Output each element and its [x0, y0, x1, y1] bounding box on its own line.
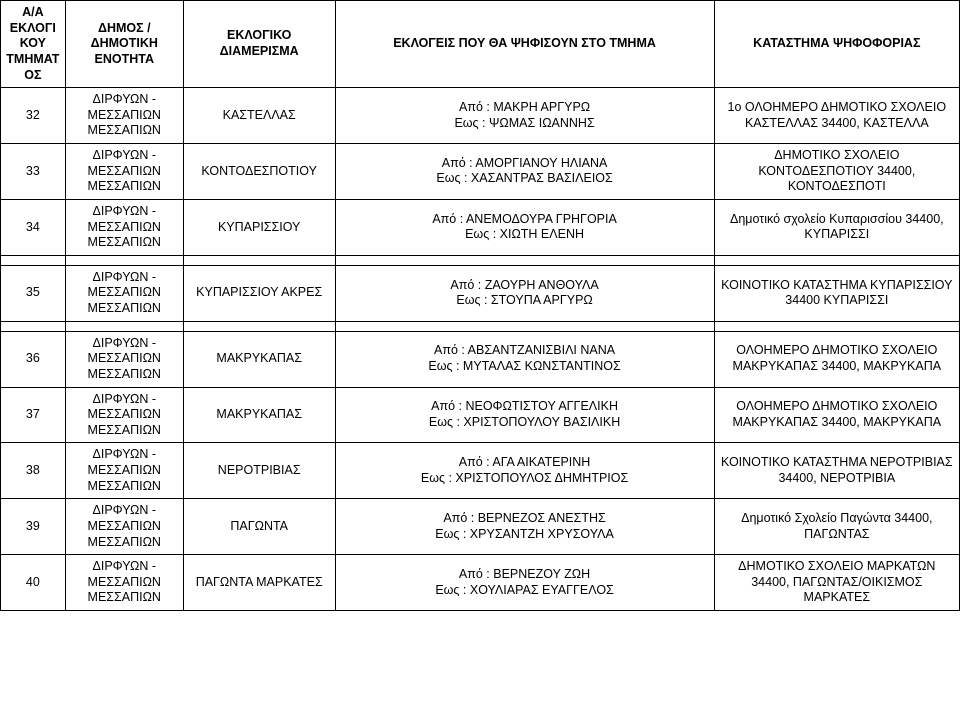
cell-district: ΠΑΓΩΝΤΑ ΜΑΡΚΑΤΕΣ [183, 555, 335, 611]
voters-to: Εως : ΣΤΟΥΠΑ ΑΡΓΥΡΩ [341, 293, 709, 309]
header-loc: ΚΑΤΑΣΤΗΜΑ ΨΗΦΟΦΟΡΙΑΣ [714, 1, 959, 88]
table-row: 33ΔΙΡΦΥΩΝ - ΜΕΣΣΑΠΙΩΝ ΜΕΣΣΑΠΙΩΝΚΟΝΤΟΔΕΣΠ… [1, 144, 960, 200]
voters-from: Από : ΝΕΟΦΩΤΙΣΤΟΥ ΑΓΓΕΛΙΚΗ [341, 399, 709, 415]
table-row: 36ΔΙΡΦΥΩΝ - ΜΕΣΣΑΠΙΩΝ ΜΕΣΣΑΠΙΩΝΜΑΚΡΥΚΑΠΑ… [1, 331, 960, 387]
voters-from: Από : ΑΜΟΡΓΙΑΝΟΥ ΗΛΙΑΝΑ [341, 156, 709, 172]
spacer-row [1, 255, 960, 265]
cell-voters-range: Από : ΑΜΟΡΓΙΑΝΟΥ ΗΛΙΑΝΑΕως : ΧΑΣΑΝΤΡΑΣ Β… [335, 144, 714, 200]
voters-to: Εως : ΧΑΣΑΝΤΡΑΣ ΒΑΣΙΛΕΙΟΣ [341, 171, 709, 187]
cell-voters-range: Από : ΖΑΟΥΡΗ ΑΝΘΟΥΛΑΕως : ΣΤΟΥΠΑ ΑΡΓΥΡΩ [335, 265, 714, 321]
cell-municipality: ΔΙΡΦΥΩΝ - ΜΕΣΣΑΠΙΩΝ ΜΕΣΣΑΠΙΩΝ [65, 387, 183, 443]
table-row: 37ΔΙΡΦΥΩΝ - ΜΕΣΣΑΠΙΩΝ ΜΕΣΣΑΠΙΩΝΜΑΚΡΥΚΑΠΑ… [1, 387, 960, 443]
cell-municipality: ΔΙΡΦΥΩΝ - ΜΕΣΣΑΠΙΩΝ ΜΕΣΣΑΠΙΩΝ [65, 88, 183, 144]
voters-from: Από : ΜΑΚΡΗ ΑΡΓΥΡΩ [341, 100, 709, 116]
cell-location: ΚΟΙΝΟΤΙΚΟ ΚΑΤΑΣΤΗΜΑ ΝΕΡΟΤΡΙΒΙΑΣ 34400, Ν… [714, 443, 959, 499]
voters-to: Εως : ΧΡΙΣΤΟΠΟΥΛΟΣ ΔΗΜΗΤΡΙΟΣ [341, 471, 709, 487]
table-row: 39ΔΙΡΦΥΩΝ - ΜΕΣΣΑΠΙΩΝ ΜΕΣΣΑΠΙΩΝΠΑΓΩΝΤΑΑπ… [1, 499, 960, 555]
cell-location: Δημοτικό Σχολείο Παγώντα 34400, ΠΑΓΩΝΤΑΣ [714, 499, 959, 555]
voters-from: Από : ΒΕΡΝΕΖΟΣ ΑΝΕΣΤΗΣ [341, 511, 709, 527]
cell-municipality: ΔΙΡΦΥΩΝ - ΜΕΣΣΑΠΙΩΝ ΜΕΣΣΑΠΙΩΝ [65, 555, 183, 611]
table-row: 32ΔΙΡΦΥΩΝ - ΜΕΣΣΑΠΙΩΝ ΜΕΣΣΑΠΙΩΝΚΑΣΤΕΛΛΑΣ… [1, 88, 960, 144]
cell-district: ΠΑΓΩΝΤΑ [183, 499, 335, 555]
cell-district: ΜΑΚΡΥΚΑΠΑΣ [183, 387, 335, 443]
table-header: Α/Α ΕΚΛΟΓΙΚΟΥ ΤΜΗΜΑΤΟΣ ΔΗΜΟΣ / ΔΗΜΟΤΙΚΗ … [1, 1, 960, 88]
cell-aa: 34 [1, 199, 66, 255]
header-vot: ΕΚΛΟΓΕΙΣ ΠΟΥ ΘΑ ΨΗΦΙΣΟΥΝ ΣΤΟ ΤΜΗΜΑ [335, 1, 714, 88]
cell-district: ΚΥΠΑΡΙΣΣΙΟΥ [183, 199, 335, 255]
cell-municipality: ΔΙΡΦΥΩΝ - ΜΕΣΣΑΠΙΩΝ ΜΕΣΣΑΠΙΩΝ [65, 499, 183, 555]
header-dist: ΕΚΛΟΓΙΚΟ ΔΙΑΜΕΡΙΣΜΑ [183, 1, 335, 88]
cell-district: ΜΑΚΡΥΚΑΠΑΣ [183, 331, 335, 387]
cell-voters-range: Από : ΒΕΡΝΕΖΟΥ ΖΩΗΕως : ΧΟΥΛΙΑΡΑΣ ΕΥΑΓΓΕ… [335, 555, 714, 611]
voters-to: Εως : ΧΡΥΣΑΝΤΖΗ ΧΡΥΣΟΥΛΑ [341, 527, 709, 543]
cell-aa: 32 [1, 88, 66, 144]
cell-municipality: ΔΙΡΦΥΩΝ - ΜΕΣΣΑΠΙΩΝ ΜΕΣΣΑΠΙΩΝ [65, 331, 183, 387]
voters-to: Εως : ΨΩΜΑΣ ΙΩΑΝΝΗΣ [341, 116, 709, 132]
cell-voters-range: Από : ΝΕΟΦΩΤΙΣΤΟΥ ΑΓΓΕΛΙΚΗΕως : ΧΡΙΣΤΟΠΟ… [335, 387, 714, 443]
spacer-row [1, 321, 960, 331]
cell-voters-range: Από : ΑΝΕΜΟΔΟΥΡΑ ΓΡΗΓΟΡΙΑΕως : ΧΙΩΤΗ ΕΛΕ… [335, 199, 714, 255]
voters-to: Εως : ΧΙΩΤΗ ΕΛΕΝΗ [341, 227, 709, 243]
cell-location: Δημοτικό σχολείο Κυπαρισσίου 34400, ΚΥΠΑ… [714, 199, 959, 255]
cell-district: ΚΑΣΤΕΛΛΑΣ [183, 88, 335, 144]
voting-sections-table: Α/Α ΕΚΛΟΓΙΚΟΥ ΤΜΗΜΑΤΟΣ ΔΗΜΟΣ / ΔΗΜΟΤΙΚΗ … [0, 0, 960, 611]
voters-from: Από : ΑΝΕΜΟΔΟΥΡΑ ΓΡΗΓΟΡΙΑ [341, 212, 709, 228]
table-row: 34ΔΙΡΦΥΩΝ - ΜΕΣΣΑΠΙΩΝ ΜΕΣΣΑΠΙΩΝΚΥΠΑΡΙΣΣΙ… [1, 199, 960, 255]
cell-voters-range: Από : ΒΕΡΝΕΖΟΣ ΑΝΕΣΤΗΣΕως : ΧΡΥΣΑΝΤΖΗ ΧΡ… [335, 499, 714, 555]
cell-location: ΔΗΜΟΤΙΚΟ ΣΧΟΛΕΙΟ ΚΟΝΤΟΔΕΣΠΟΤΙΟΥ 34400, Κ… [714, 144, 959, 200]
cell-aa: 33 [1, 144, 66, 200]
cell-district: ΚΥΠΑΡΙΣΣΙΟΥ ΑΚΡΕΣ [183, 265, 335, 321]
cell-location: ΟΛΟΗΜΕΡΟ ΔΗΜΟΤΙΚΟ ΣΧΟΛΕΙΟ ΜΑΚΡΥΚΑΠΑΣ 344… [714, 387, 959, 443]
table-row: 35ΔΙΡΦΥΩΝ - ΜΕΣΣΑΠΙΩΝ ΜΕΣΣΑΠΙΩΝΚΥΠΑΡΙΣΣΙ… [1, 265, 960, 321]
cell-aa: 40 [1, 555, 66, 611]
cell-district: ΝΕΡΟΤΡΙΒΙΑΣ [183, 443, 335, 499]
cell-aa: 39 [1, 499, 66, 555]
cell-municipality: ΔΙΡΦΥΩΝ - ΜΕΣΣΑΠΙΩΝ ΜΕΣΣΑΠΙΩΝ [65, 199, 183, 255]
voters-from: Από : ΒΕΡΝΕΖΟΥ ΖΩΗ [341, 567, 709, 583]
cell-location: ΟΛΟΗΜΕΡΟ ΔΗΜΟΤΙΚΟ ΣΧΟΛΕΙΟ ΜΑΚΡΥΚΑΠΑΣ 344… [714, 331, 959, 387]
cell-voters-range: Από : ΜΑΚΡΗ ΑΡΓΥΡΩΕως : ΨΩΜΑΣ ΙΩΑΝΝΗΣ [335, 88, 714, 144]
cell-aa: 37 [1, 387, 66, 443]
cell-municipality: ΔΙΡΦΥΩΝ - ΜΕΣΣΑΠΙΩΝ ΜΕΣΣΑΠΙΩΝ [65, 443, 183, 499]
voters-from: Από : ΖΑΟΥΡΗ ΑΝΘΟΥΛΑ [341, 278, 709, 294]
cell-aa: 38 [1, 443, 66, 499]
cell-voters-range: Από : ΑΓΑ ΑΙΚΑΤΕΡΙΝΗΕως : ΧΡΙΣΤΟΠΟΥΛΟΣ Δ… [335, 443, 714, 499]
voters-from: Από : ΑΓΑ ΑΙΚΑΤΕΡΙΝΗ [341, 455, 709, 471]
cell-aa: 35 [1, 265, 66, 321]
header-muni: ΔΗΜΟΣ / ΔΗΜΟΤΙΚΗ ΕΝΟΤΗΤΑ [65, 1, 183, 88]
cell-district: ΚΟΝΤΟΔΕΣΠΟΤΙΟΥ [183, 144, 335, 200]
table-body: 32ΔΙΡΦΥΩΝ - ΜΕΣΣΑΠΙΩΝ ΜΕΣΣΑΠΙΩΝΚΑΣΤΕΛΛΑΣ… [1, 88, 960, 611]
voters-to: Εως : ΧΟΥΛΙΑΡΑΣ ΕΥΑΓΓΕΛΟΣ [341, 583, 709, 599]
cell-municipality: ΔΙΡΦΥΩΝ - ΜΕΣΣΑΠΙΩΝ ΜΕΣΣΑΠΙΩΝ [65, 265, 183, 321]
cell-municipality: ΔΙΡΦΥΩΝ - ΜΕΣΣΑΠΙΩΝ ΜΕΣΣΑΠΙΩΝ [65, 144, 183, 200]
cell-voters-range: Από : ΑΒΣΑΝΤΖΑΝΙΣΒΙΛΙ ΝΑΝΑΕως : ΜΥΤΑΛΑΣ … [335, 331, 714, 387]
voters-from: Από : ΑΒΣΑΝΤΖΑΝΙΣΒΙΛΙ ΝΑΝΑ [341, 343, 709, 359]
voters-to: Εως : ΜΥΤΑΛΑΣ ΚΩΝΣΤΑΝΤΙΝΟΣ [341, 359, 709, 375]
table-row: 40ΔΙΡΦΥΩΝ - ΜΕΣΣΑΠΙΩΝ ΜΕΣΣΑΠΙΩΝΠΑΓΩΝΤΑ Μ… [1, 555, 960, 611]
voters-to: Εως : ΧΡΙΣΤΟΠΟΥΛΟΥ ΒΑΣΙΛΙΚΗ [341, 415, 709, 431]
cell-location: ΔΗΜΟΤΙΚΟ ΣΧΟΛΕΙΟ ΜΑΡΚΑΤΩΝ 34400, ΠΑΓΩΝΤΑ… [714, 555, 959, 611]
cell-location: 1ο ΟΛΟΗΜΕΡΟ ΔΗΜΟΤΙΚΟ ΣΧΟΛΕΙΟ ΚΑΣΤΕΛΛΑΣ 3… [714, 88, 959, 144]
cell-aa: 36 [1, 331, 66, 387]
header-aa: Α/Α ΕΚΛΟΓΙΚΟΥ ΤΜΗΜΑΤΟΣ [1, 1, 66, 88]
table-row: 38ΔΙΡΦΥΩΝ - ΜΕΣΣΑΠΙΩΝ ΜΕΣΣΑΠΙΩΝΝΕΡΟΤΡΙΒΙ… [1, 443, 960, 499]
cell-location: ΚΟΙΝΟΤΙΚΟ ΚΑΤΑΣΤΗΜΑ ΚΥΠΑΡΙΣΣΙΟΥ 34400 ΚΥ… [714, 265, 959, 321]
